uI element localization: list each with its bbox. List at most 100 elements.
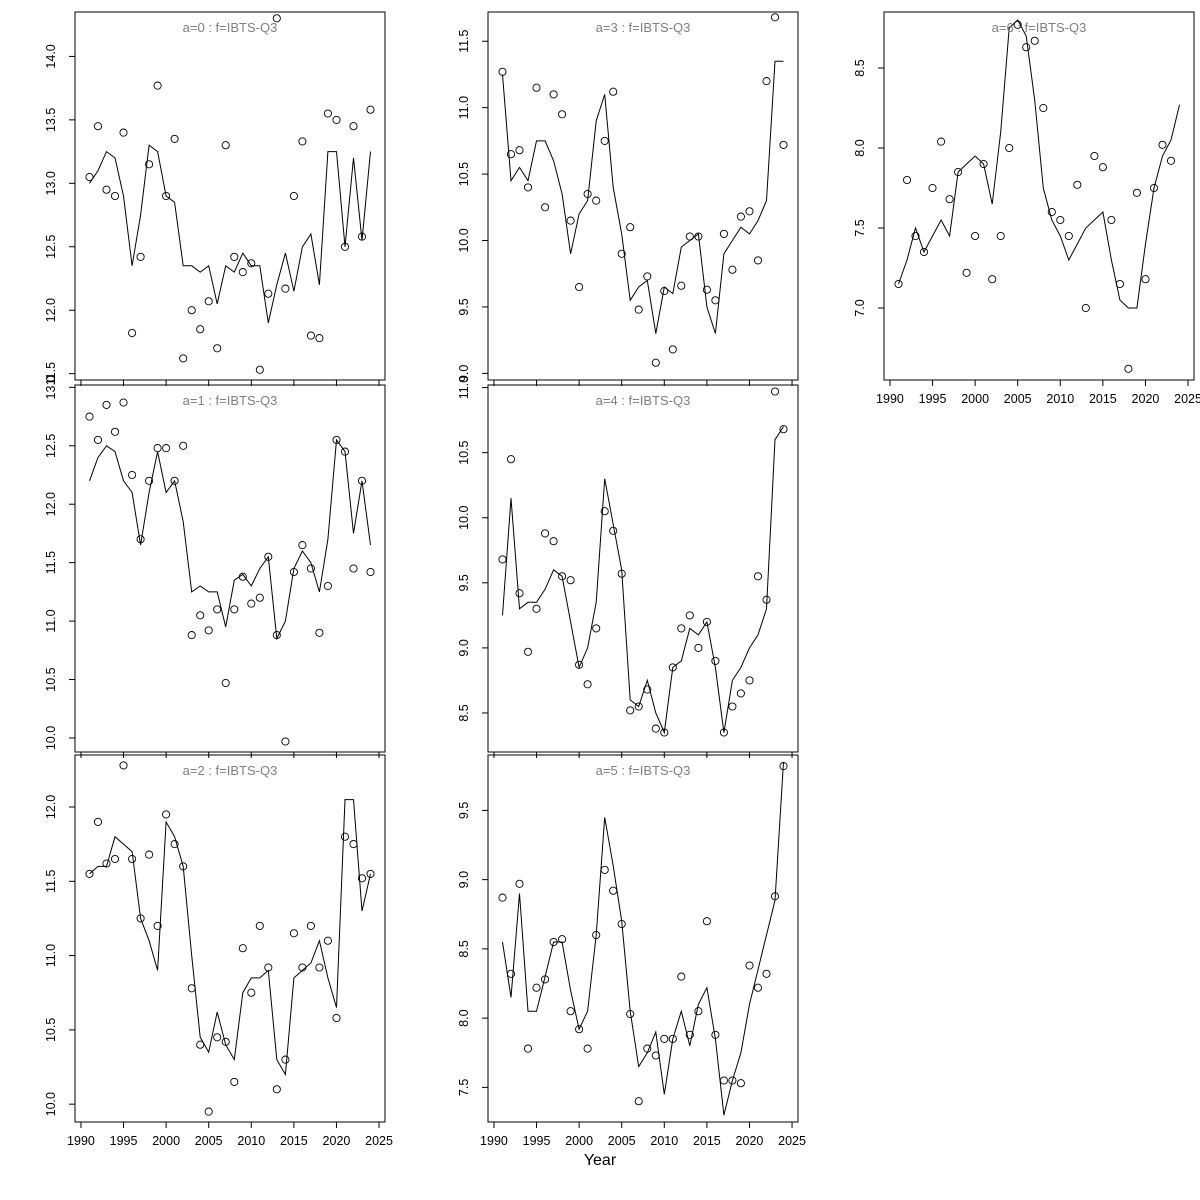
plot-box [487, 384, 799, 753]
observed-point [145, 850, 154, 859]
y-tick-label: 9.0 [457, 639, 471, 656]
y-tick-label: 14.0 [44, 44, 58, 68]
observed-point [289, 191, 298, 201]
observed-point [954, 167, 963, 177]
observed-point [187, 631, 196, 640]
y-tick-label: 11.5 [457, 29, 471, 52]
y-tick-label: 8.5 [457, 940, 471, 957]
observed-point [1005, 143, 1014, 153]
observed-point [651, 358, 660, 367]
observed-point [549, 90, 558, 99]
y-tick-label: 12.5 [44, 235, 58, 259]
observed-point [162, 191, 171, 201]
observed-point [281, 284, 290, 293]
observed-point [1124, 364, 1133, 373]
y-tick-label: 9.0 [457, 365, 471, 382]
observed-point [196, 325, 205, 334]
observed-point [753, 572, 763, 581]
x-tick-label: 2025 [1174, 392, 1200, 406]
y-tick-label: 10.5 [457, 440, 471, 464]
observed-point [332, 435, 341, 444]
observed-point [1090, 151, 1099, 161]
observed-point [668, 1034, 677, 1043]
observed-point [102, 185, 111, 194]
y-tick-label: 9.5 [457, 298, 471, 315]
observed-point [549, 937, 558, 947]
observed-point [937, 137, 946, 146]
observed-point [145, 476, 154, 485]
y-tick-label: 8.0 [853, 139, 867, 156]
observed-point [323, 936, 332, 945]
x-tick-label: 2010 [237, 1134, 265, 1148]
plot-box [74, 11, 386, 381]
observed-point [694, 1007, 703, 1016]
observed-point [643, 1044, 652, 1053]
observed-point [736, 212, 745, 221]
observed-point [506, 455, 516, 464]
observed-point [600, 865, 609, 874]
observed-point [136, 914, 145, 923]
x-tick-label: 2005 [195, 1134, 223, 1148]
observed-point [247, 259, 256, 268]
y-tick-label: 13.0 [44, 375, 58, 399]
x-tick-label: 1995 [523, 1134, 551, 1148]
panel-a0: a=0 : f=IBTS-Q3 11.5 12.0 12.5 13.0 13.5 14.0 [44, 11, 386, 386]
observed-point [145, 160, 154, 169]
observed-point [541, 529, 550, 538]
observed-point [702, 285, 711, 294]
observed-point [558, 110, 567, 119]
observed-point [170, 476, 179, 485]
observed-point [779, 425, 788, 434]
observed-point [928, 183, 937, 193]
x-tick-label: 2000 [152, 1134, 180, 1148]
observed-point [221, 1037, 230, 1046]
y-tick-label: 7.0 [853, 299, 867, 316]
observed-point [281, 1055, 290, 1064]
x-tick-label: 2015 [693, 1134, 721, 1148]
observed-point [85, 412, 94, 421]
observed-point [264, 963, 273, 972]
x-tick-label: 2015 [280, 1134, 308, 1148]
observed-point [575, 1025, 584, 1034]
observed-point [523, 183, 533, 192]
observed-point [583, 189, 592, 199]
y-tick-label: 11.5 [44, 362, 58, 385]
observed-point [753, 256, 763, 265]
observed-point [196, 1040, 205, 1049]
observed-point [634, 305, 643, 314]
observed-point [770, 387, 780, 396]
observed-point [1013, 20, 1022, 29]
observed-point [762, 595, 771, 604]
observed-point [170, 840, 179, 849]
y-tick-label: 11.5 [44, 870, 58, 893]
observed-point [349, 840, 358, 849]
observed-point [153, 444, 162, 453]
observed-point [962, 268, 971, 277]
observed-point [272, 631, 281, 640]
observed-point [238, 268, 247, 277]
observed-point [1047, 207, 1056, 217]
observed-point [745, 676, 754, 685]
plot-box [74, 754, 386, 1123]
observed-point [179, 354, 188, 363]
observed-point [617, 249, 626, 258]
observed-point [762, 77, 771, 86]
observed-point [93, 435, 103, 444]
observed-point [272, 14, 281, 23]
observed-point [315, 963, 324, 972]
y-tick-label: 7.5 [457, 1079, 471, 1096]
observed-point [702, 617, 711, 626]
observed-point [600, 507, 609, 516]
observed-point [651, 724, 660, 733]
observed-point [600, 136, 609, 145]
observed-point [1022, 43, 1031, 52]
observed-point [541, 975, 550, 984]
observed-point [668, 663, 677, 672]
observed-point [702, 917, 711, 926]
observed-point [736, 1079, 745, 1088]
y-tick-label: 12.0 [44, 492, 58, 516]
observed-point [685, 1030, 694, 1039]
observed-point [272, 1085, 281, 1094]
x-tick-label: 2005 [1004, 392, 1032, 406]
observed-point [523, 1044, 533, 1053]
